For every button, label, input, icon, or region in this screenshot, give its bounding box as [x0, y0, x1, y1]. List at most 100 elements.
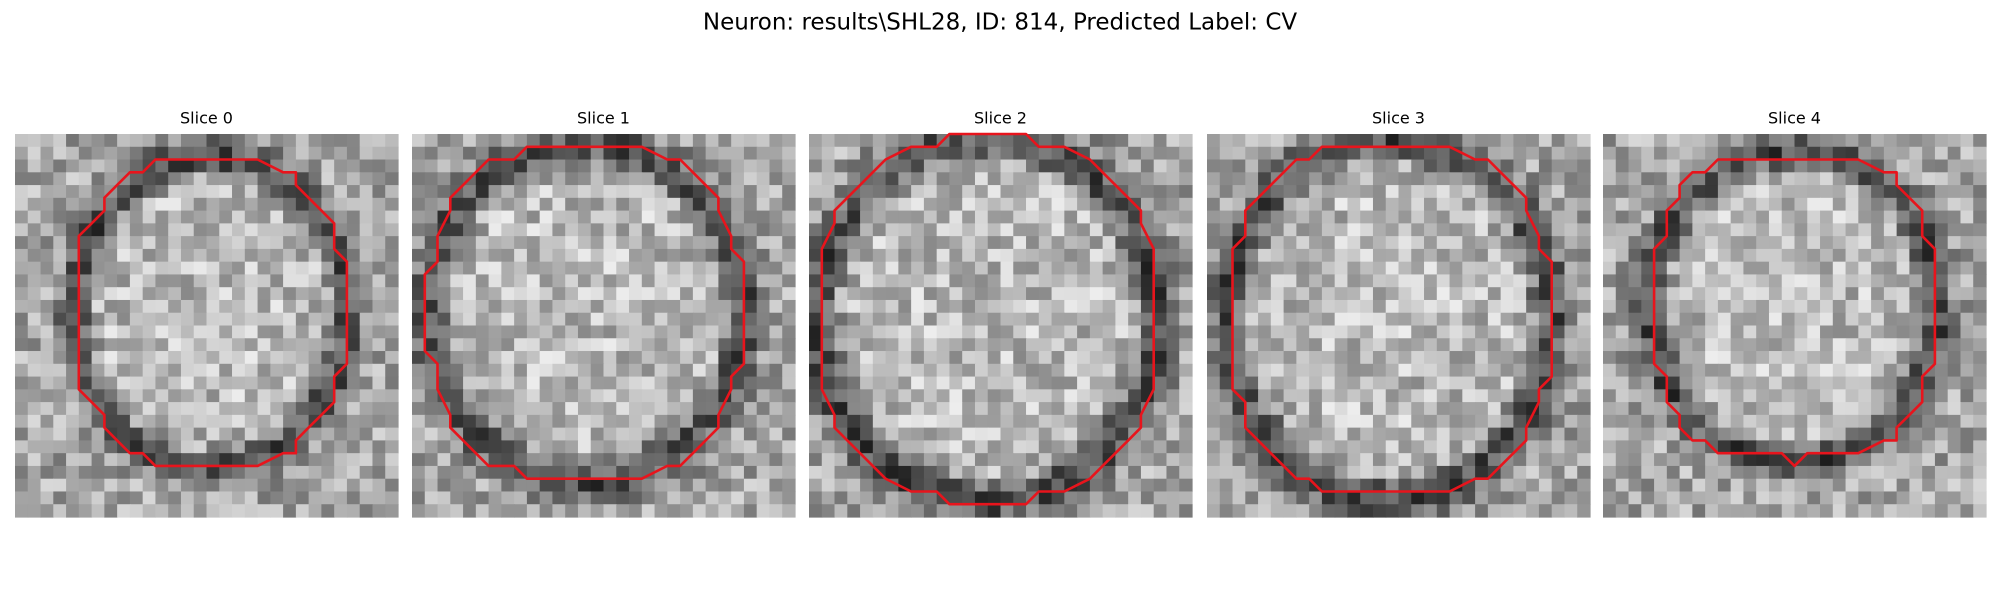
pixel	[104, 376, 118, 390]
pixel	[1717, 376, 1732, 390]
pixel	[91, 236, 105, 250]
pixel	[193, 338, 208, 352]
pixel	[1960, 159, 1974, 173]
pixel	[1781, 248, 1796, 263]
pixel	[1820, 376, 1834, 390]
pixel	[552, 287, 566, 301]
pixel	[718, 363, 732, 378]
pixel	[1615, 185, 1630, 199]
pixel	[424, 440, 439, 454]
pixel	[1538, 274, 1553, 288]
pixel	[1360, 261, 1374, 276]
pixel	[295, 338, 310, 352]
pixel	[295, 440, 310, 454]
pixel	[1334, 363, 1349, 378]
pixel	[1654, 402, 1668, 416]
pixel	[1934, 504, 1949, 518]
pixel	[911, 299, 925, 314]
pixel	[526, 299, 541, 314]
pixel	[1296, 312, 1310, 327]
pixel	[1000, 159, 1014, 173]
pixel	[526, 376, 541, 390]
pixel	[756, 236, 771, 250]
pixel	[1960, 414, 1974, 429]
pixel	[1692, 185, 1706, 199]
pixel	[782, 453, 796, 467]
pixel	[667, 465, 681, 480]
pixel	[412, 440, 426, 454]
pixel	[577, 402, 592, 416]
pixel	[15, 223, 29, 237]
pixel	[180, 389, 195, 403]
pixel	[129, 172, 144, 186]
pixel	[1436, 453, 1451, 467]
pixel	[1462, 223, 1476, 237]
pixel	[193, 376, 208, 390]
pixel	[731, 465, 745, 480]
pixel	[1871, 376, 1885, 390]
pixel	[359, 223, 374, 237]
pixel	[1283, 504, 1297, 518]
pixel	[117, 478, 131, 493]
pixel	[1832, 414, 1847, 429]
pixel	[1334, 159, 1349, 173]
pixel	[1296, 146, 1310, 161]
pixel	[27, 351, 42, 365]
pixel	[1270, 389, 1285, 403]
pixel	[1615, 261, 1630, 276]
pixel	[1000, 312, 1014, 327]
pixel	[514, 134, 528, 148]
pixel	[1858, 172, 1872, 186]
pixel	[756, 491, 771, 505]
pixel	[731, 389, 745, 403]
pixel	[1577, 197, 1591, 212]
pixel	[1513, 299, 1527, 314]
pixel	[949, 146, 963, 161]
pixel	[1871, 389, 1885, 403]
pixel	[821, 440, 836, 454]
pixel	[1730, 389, 1745, 403]
pixel	[257, 146, 271, 161]
pixel	[1756, 504, 1770, 518]
pixel	[1615, 427, 1630, 441]
pixel	[1832, 274, 1847, 288]
pixel	[1832, 197, 1847, 212]
pixel	[27, 414, 42, 429]
pixel	[321, 223, 335, 237]
pixel	[1960, 223, 1974, 237]
pixel	[680, 478, 694, 493]
pixel	[244, 465, 259, 480]
pixel	[27, 465, 42, 480]
pixel	[385, 427, 399, 441]
pixel	[1372, 185, 1387, 199]
pixel	[1679, 478, 1693, 493]
pixel	[1360, 210, 1374, 224]
pixel	[463, 491, 477, 505]
pixel	[424, 338, 439, 352]
pixel	[53, 185, 67, 199]
pixel	[1845, 504, 1859, 518]
pixel	[1051, 248, 1065, 263]
pixel	[475, 172, 490, 186]
pixel	[1283, 325, 1297, 339]
pixel	[1051, 338, 1065, 352]
pixel	[257, 172, 271, 186]
pixel	[1564, 440, 1578, 454]
pixel	[885, 172, 899, 186]
pixel	[1743, 223, 1757, 237]
pixel	[1038, 223, 1053, 237]
pixel	[1360, 389, 1374, 403]
pixel	[1128, 159, 1142, 173]
pixel	[66, 478, 80, 493]
pixel	[142, 414, 157, 429]
pixel	[705, 287, 719, 301]
pixel	[769, 325, 783, 339]
pixel	[1896, 351, 1910, 365]
pixel	[692, 402, 707, 416]
pixel	[603, 338, 617, 352]
pixel	[692, 453, 707, 467]
pixel	[437, 299, 451, 314]
pixel	[1615, 223, 1630, 237]
pixel	[1628, 210, 1642, 224]
pixel	[1603, 223, 1617, 237]
